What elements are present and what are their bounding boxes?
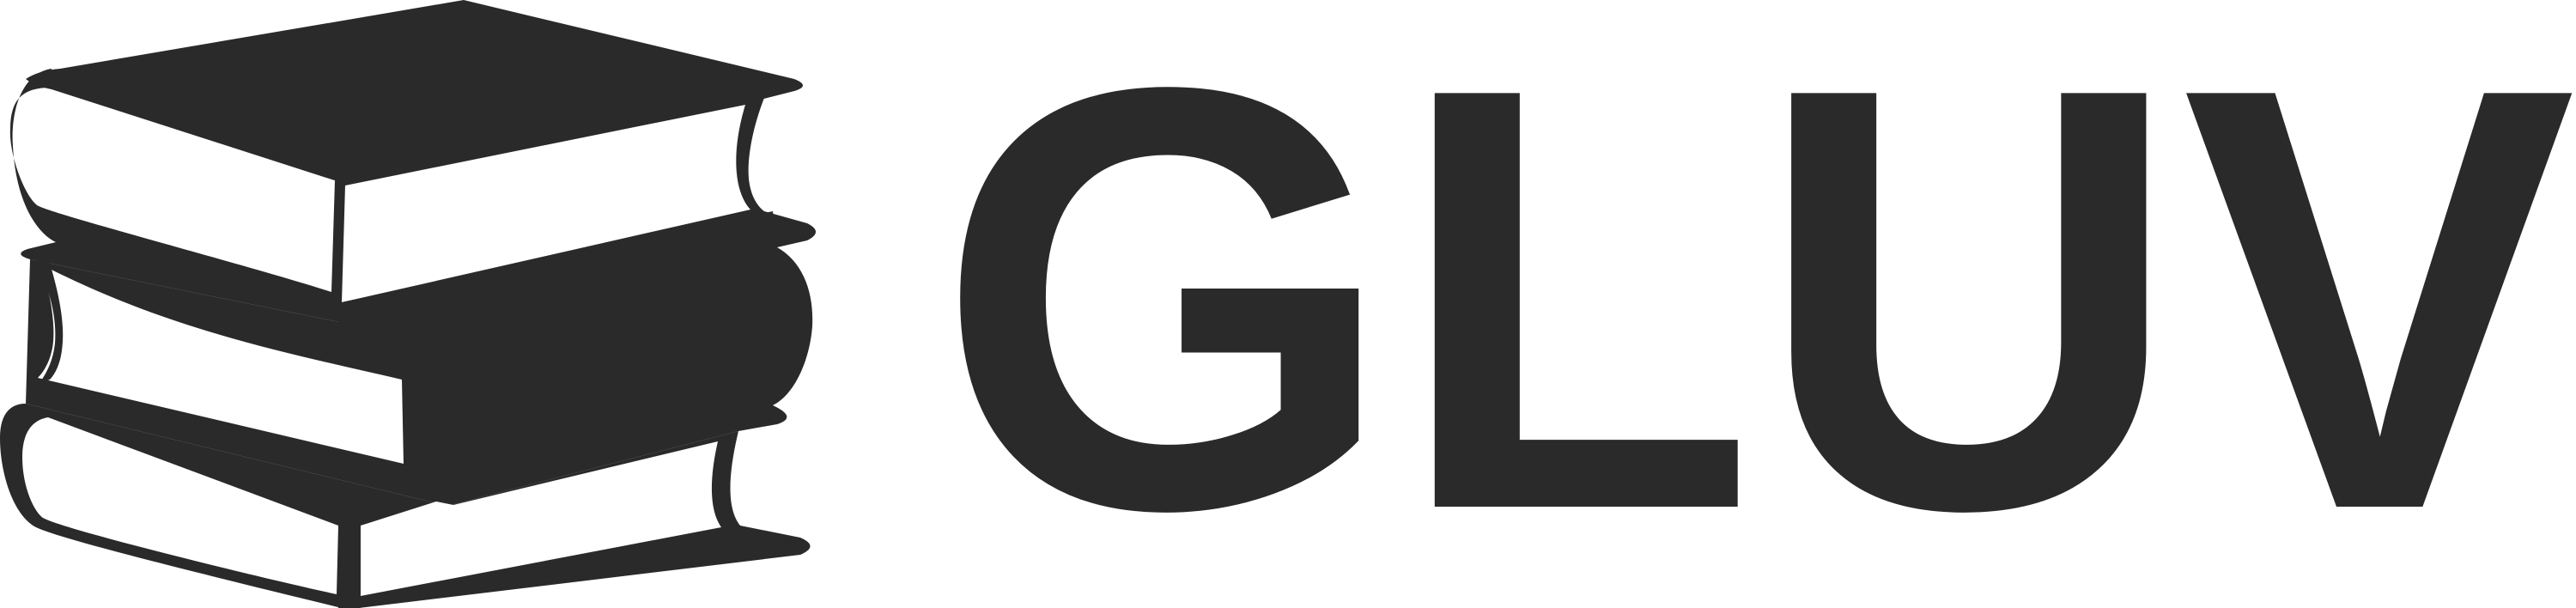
brand-name: GLUV (936, 43, 2576, 524)
brand-wordmark: GLUV (936, 0, 2576, 608)
stacked-books-icon (0, 0, 816, 608)
brand-wordmark-svg: GLUV (936, 0, 2576, 608)
